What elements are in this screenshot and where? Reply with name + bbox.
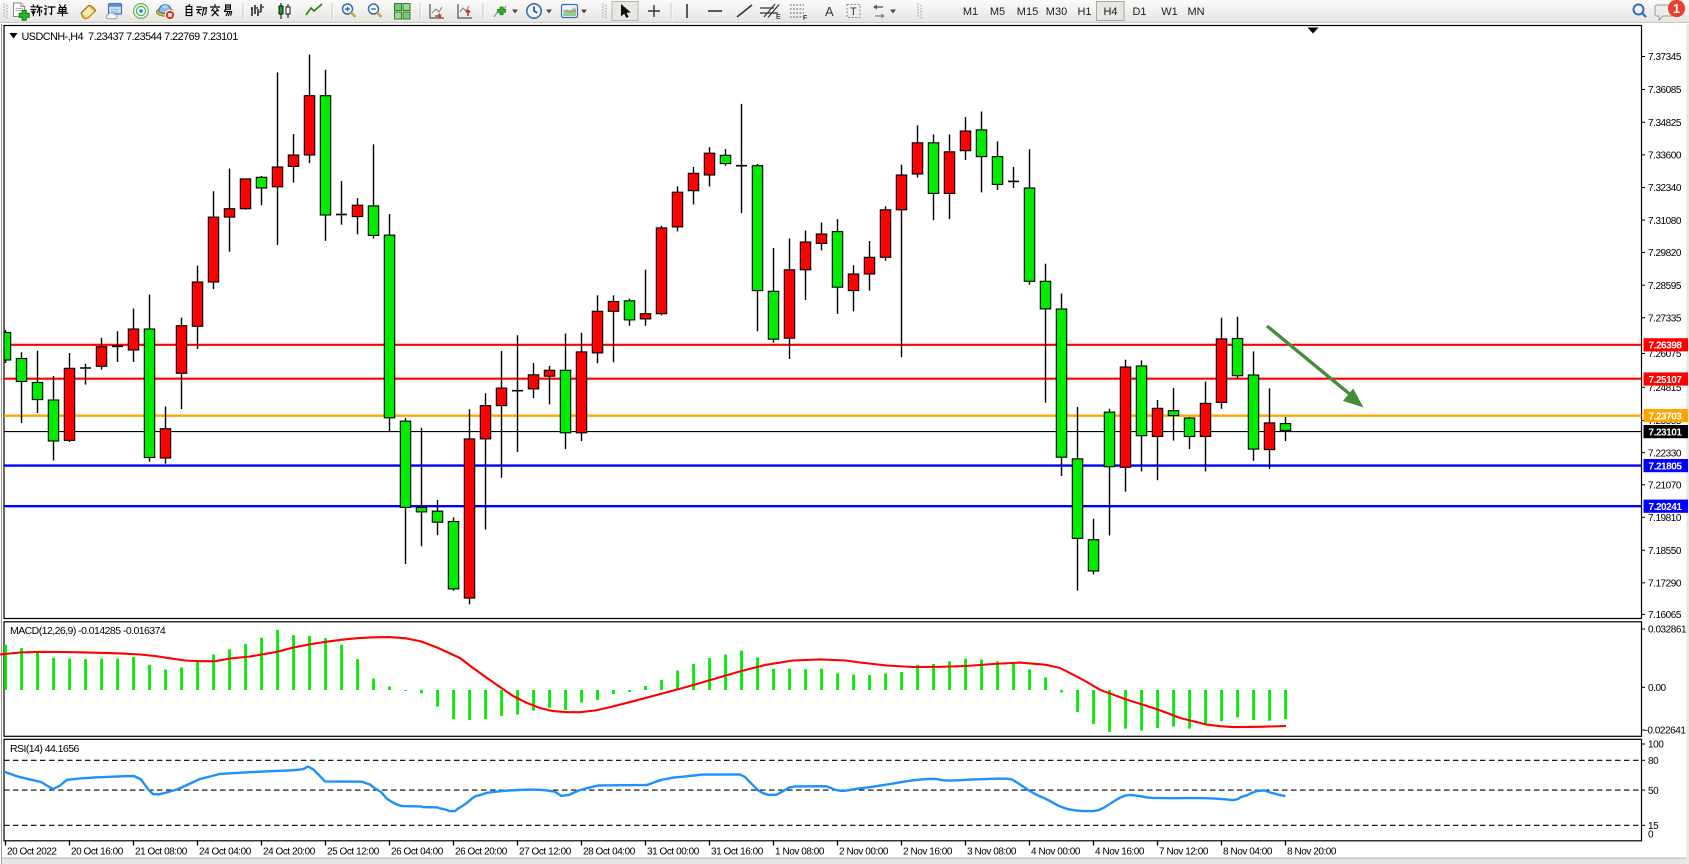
svg-text:A: A: [825, 4, 834, 19]
svg-text:25 Oct 12:00: 25 Oct 12:00: [327, 846, 380, 857]
svg-text:E: E: [776, 14, 781, 21]
svg-text:-0.022641: -0.022641: [1645, 726, 1687, 737]
svg-text:7.25107: 7.25107: [1649, 375, 1683, 386]
svg-text:3 Nov 08:00: 3 Nov 08:00: [967, 846, 1017, 857]
svg-text:2 Nov 16:00: 2 Nov 16:00: [903, 846, 953, 857]
svg-text:7.16065: 7.16065: [1648, 610, 1682, 621]
svg-text:24 Oct 04:00: 24 Oct 04:00: [199, 846, 252, 857]
svg-text:7 Nov 12:00: 7 Nov 12:00: [1159, 846, 1209, 857]
svg-text:4 Nov 00:00: 4 Nov 00:00: [1031, 846, 1081, 857]
svg-text:20 Oct 16:00: 20 Oct 16:00: [71, 846, 124, 857]
svg-text:7.22330: 7.22330: [1648, 448, 1682, 459]
svg-text:H4: H4: [1103, 6, 1117, 18]
svg-text:8 Nov 20:00: 8 Nov 20:00: [1287, 846, 1337, 857]
svg-text:RSI(14) 44.1656: RSI(14) 44.1656: [10, 743, 80, 755]
svg-text:7.34825: 7.34825: [1648, 118, 1682, 129]
svg-text:USDCNH-,H4 7.23437 7.23544 7.: USDCNH-,H4 7.23437 7.23544 7.22769 7.231…: [22, 31, 239, 43]
svg-text:7.23703: 7.23703: [1649, 412, 1683, 423]
svg-text:31 Oct 16:00: 31 Oct 16:00: [711, 846, 764, 857]
svg-text:M5: M5: [990, 6, 1005, 18]
svg-text:80: 80: [1648, 756, 1659, 767]
svg-text:7.26398: 7.26398: [1649, 341, 1683, 352]
svg-text:4 Nov 16:00: 4 Nov 16:00: [1095, 846, 1145, 857]
svg-text:M1: M1: [963, 6, 978, 18]
svg-text:7.23101: 7.23101: [1649, 428, 1683, 439]
svg-text:1 Nov 08:00: 1 Nov 08:00: [775, 846, 825, 857]
svg-text:100: 100: [1648, 740, 1664, 751]
svg-text:2 Nov 00:00: 2 Nov 00:00: [839, 846, 889, 857]
svg-text:0.00: 0.00: [1648, 683, 1667, 694]
svg-text:D1: D1: [1132, 6, 1146, 18]
svg-text:26 Oct 20:00: 26 Oct 20:00: [455, 846, 508, 857]
svg-text:0.032861: 0.032861: [1648, 625, 1687, 636]
svg-text:7.33600: 7.33600: [1648, 151, 1682, 162]
svg-text:7.37345: 7.37345: [1648, 52, 1682, 63]
svg-text:1: 1: [1673, 2, 1680, 16]
svg-text:7.20241: 7.20241: [1649, 502, 1683, 513]
svg-text:7.29820: 7.29820: [1648, 248, 1682, 259]
svg-text:7.21070: 7.21070: [1648, 481, 1682, 492]
svg-text:7.32340: 7.32340: [1648, 183, 1682, 194]
svg-text:7.26075: 7.26075: [1648, 349, 1682, 360]
svg-text:21 Oct 08:00: 21 Oct 08:00: [135, 846, 188, 857]
svg-text:7.31080: 7.31080: [1648, 216, 1682, 227]
svg-text:26 Oct 04:00: 26 Oct 04:00: [391, 846, 444, 857]
svg-text:7.36085: 7.36085: [1648, 85, 1682, 96]
svg-text:MN: MN: [1187, 6, 1204, 18]
svg-text:0: 0: [1648, 829, 1654, 840]
svg-text:7.19810: 7.19810: [1648, 513, 1682, 524]
svg-text:24 Oct 20:00: 24 Oct 20:00: [263, 846, 316, 857]
svg-text:M30: M30: [1046, 6, 1067, 18]
svg-text:7.28595: 7.28595: [1648, 281, 1682, 292]
svg-text:MACD(12,26,9) -0.014285 -0.016: MACD(12,26,9) -0.014285 -0.016374: [10, 625, 166, 637]
svg-text:7.27335: 7.27335: [1648, 314, 1682, 325]
svg-text:31 Oct 00:00: 31 Oct 00:00: [647, 846, 700, 857]
svg-text:T: T: [850, 6, 857, 18]
svg-text:H1: H1: [1077, 6, 1091, 18]
svg-text:15: 15: [1648, 821, 1659, 832]
svg-text:7.24815: 7.24815: [1648, 383, 1682, 394]
svg-text:20 Oct 2022: 20 Oct 2022: [7, 846, 57, 857]
svg-text:8 Nov 04:00: 8 Nov 04:00: [1223, 846, 1273, 857]
svg-text:M15: M15: [1017, 6, 1038, 18]
svg-text:F: F: [803, 15, 807, 22]
svg-text:7.21805: 7.21805: [1649, 462, 1683, 473]
svg-text:7.18550: 7.18550: [1648, 546, 1682, 557]
svg-text:50: 50: [1648, 786, 1659, 797]
svg-text:W1: W1: [1161, 6, 1178, 18]
svg-text:28 Oct 04:00: 28 Oct 04:00: [583, 846, 636, 857]
svg-text:27 Oct 12:00: 27 Oct 12:00: [519, 846, 572, 857]
svg-text:7.17290: 7.17290: [1648, 579, 1682, 590]
